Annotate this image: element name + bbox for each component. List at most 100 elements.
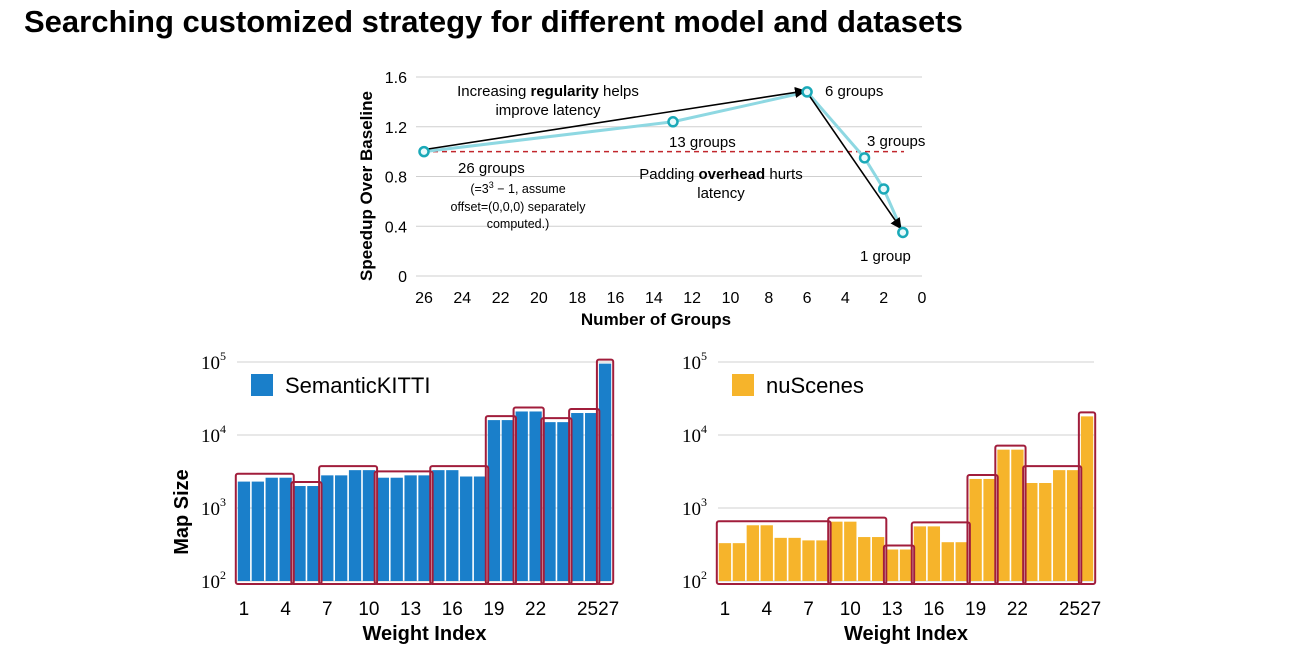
bar xyxy=(913,526,927,581)
group-box xyxy=(290,481,323,585)
y-tick-label: 102 xyxy=(682,568,707,593)
x-tick-label: 16 xyxy=(607,290,625,307)
slide-title: Searching customized strategy for differ… xyxy=(24,4,963,39)
x-tick-label: 10 xyxy=(840,599,861,620)
bar xyxy=(348,470,362,581)
group-box xyxy=(827,516,888,586)
y-axis-title: Map Size xyxy=(171,469,193,555)
y-tick-label: 102 xyxy=(201,568,226,593)
x-axis-title: Number of Groups xyxy=(581,310,731,329)
y-axis-title: Speedup Over Baseline xyxy=(357,91,376,281)
y-tick-label: 1.2 xyxy=(385,120,407,137)
legend-label: SemanticKITTI xyxy=(285,373,430,398)
group-box xyxy=(1077,411,1097,585)
x-tick-label: 4 xyxy=(761,599,772,620)
bar xyxy=(473,476,487,581)
x-tick-label: 13 xyxy=(882,599,903,620)
bar xyxy=(858,537,871,581)
x-tick-label: 16 xyxy=(442,599,463,620)
x-tick-label: 24 xyxy=(453,290,471,307)
y-tick-label: 103 xyxy=(682,495,707,520)
group-box xyxy=(966,473,999,585)
bar xyxy=(418,475,431,581)
bar xyxy=(955,542,968,581)
bar xyxy=(1025,483,1038,581)
annotation-regularity: Increasing regularity helps xyxy=(457,83,639,100)
bar xyxy=(941,542,954,581)
note-26-line2: offset=(0,0,0) separately xyxy=(451,200,587,214)
note-26-line3: computed.) xyxy=(487,217,550,231)
bar xyxy=(927,526,941,581)
bar xyxy=(321,475,334,581)
bar xyxy=(899,549,913,581)
group-box xyxy=(910,521,971,585)
data-point xyxy=(418,145,430,158)
annotation-regularity-line2: improve latency xyxy=(495,102,601,119)
x-tick-label: 2527 xyxy=(577,599,619,620)
bar xyxy=(335,475,348,581)
bar xyxy=(830,521,843,581)
x-tick-label: 2527 xyxy=(1059,599,1101,620)
group-box xyxy=(1022,465,1083,585)
bar xyxy=(969,478,982,581)
x-tick-label: 10 xyxy=(722,290,740,307)
bar xyxy=(598,363,612,581)
data-point xyxy=(667,116,679,128)
bar xyxy=(816,540,829,581)
y-tick-label: 0.8 xyxy=(385,170,407,187)
note-26-line1: (=33 − 1, assume xyxy=(470,180,565,196)
data-point xyxy=(897,226,909,239)
legend-swatch xyxy=(251,374,273,396)
x-tick-label: 6 xyxy=(803,290,812,307)
x-tick-label: 1 xyxy=(239,599,250,620)
semantickitti-bar-chart: 102 103 104 105 1 4 7 10 13 16 19 22 2527 Weight Inde… xyxy=(171,349,619,645)
data-point xyxy=(877,183,890,195)
nuscenes-bar-chart: 102 103 104 105 1 4 7 10 13 16 19 22 2527 Weight Inde… xyxy=(682,349,1101,645)
bar xyxy=(571,413,584,581)
x-tick-label: 12 xyxy=(683,290,701,307)
bar xyxy=(237,481,251,581)
x-tick-label: 22 xyxy=(1007,599,1028,620)
bar xyxy=(251,481,264,581)
x-tick-label: 22 xyxy=(492,290,510,307)
x-tick-label: 16 xyxy=(923,599,944,620)
group-box xyxy=(595,358,615,586)
x-tick-label: 19 xyxy=(965,599,986,620)
bar xyxy=(460,476,473,581)
group-box xyxy=(715,520,832,586)
group-box xyxy=(484,415,517,585)
bar xyxy=(376,477,389,581)
x-tick-label: 26 xyxy=(415,290,433,307)
bar xyxy=(746,525,759,581)
group-box xyxy=(318,465,379,585)
legend-label: nuScenes xyxy=(766,373,864,398)
bar xyxy=(732,543,746,581)
label-13-groups: 13 groups xyxy=(669,134,736,151)
annotation-padding: Padding overhead hurts xyxy=(639,166,802,183)
bar xyxy=(279,477,292,581)
group-box xyxy=(882,544,916,585)
bar xyxy=(362,470,376,581)
y-tick-label: 105 xyxy=(201,349,226,374)
bar xyxy=(871,537,885,581)
x-tick-label: 19 xyxy=(483,599,504,620)
bar xyxy=(557,422,570,581)
y-tick-label: 1.6 xyxy=(385,70,407,87)
y-tick-label: 103 xyxy=(201,495,226,520)
label-1-group: 1 group xyxy=(860,248,911,265)
group-box xyxy=(540,417,573,585)
y-tick-label: 105 xyxy=(682,349,707,374)
x-axis-title: Weight Index xyxy=(362,623,486,645)
bar xyxy=(265,477,278,581)
x-tick-label: 18 xyxy=(568,290,586,307)
bar xyxy=(390,477,403,581)
bar xyxy=(1053,470,1066,581)
x-tick-label: 10 xyxy=(358,599,379,620)
data-point xyxy=(801,86,813,98)
x-tick-label: 7 xyxy=(322,599,333,620)
x-tick-label: 0 xyxy=(918,290,927,307)
bar xyxy=(404,475,417,581)
group-box xyxy=(234,472,295,585)
decrease-arrow xyxy=(807,93,902,230)
